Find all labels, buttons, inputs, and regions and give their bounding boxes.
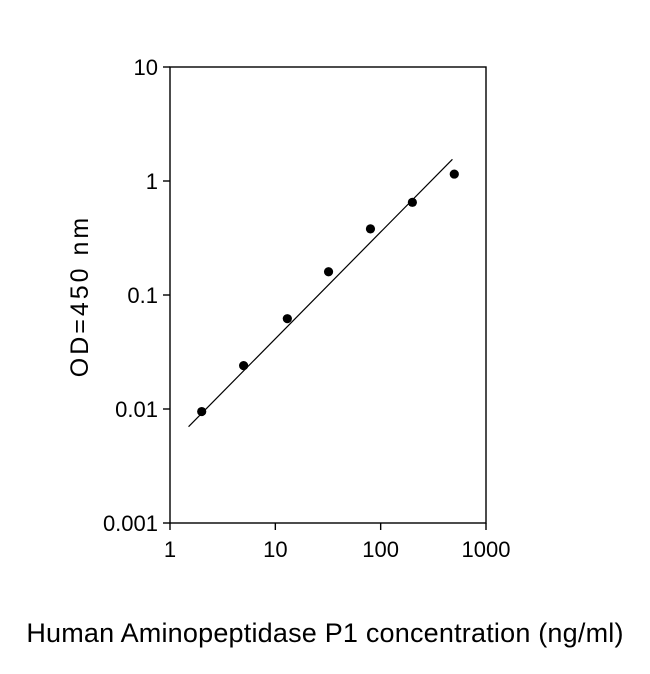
data-point <box>323 267 334 277</box>
data-point <box>365 224 376 234</box>
data-point <box>282 314 292 324</box>
y-tick-label: 0.001 <box>103 511 158 536</box>
data-point <box>407 197 417 207</box>
x-tick-label: 1000 <box>462 537 511 562</box>
y-tick-label: 10 <box>134 55 158 80</box>
y-tick-label: 0.01 <box>115 397 158 422</box>
data-point <box>239 361 249 371</box>
plot-frame <box>169 66 487 524</box>
x-tick-label: 100 <box>362 537 399 562</box>
x-axis-title: Human Aminopeptidase P1 concentration (n… <box>26 618 624 648</box>
chart-svg: 1 10 100 1000 10 1 0.1 0.01 0.001 OD=450 nm <box>66 55 511 562</box>
y-tick-label: 1 <box>146 169 158 194</box>
chart-layer: 1 10 100 1000 10 1 0.1 0.01 0.001 <box>103 55 511 562</box>
y-tick-label: 0.1 <box>127 283 158 308</box>
y-axis-title: OD=450 nm <box>66 215 94 378</box>
data-point <box>449 169 459 179</box>
x-tick-label: 1 <box>164 537 176 562</box>
x-tick-label: 10 <box>263 537 287 562</box>
data-point <box>197 406 207 417</box>
